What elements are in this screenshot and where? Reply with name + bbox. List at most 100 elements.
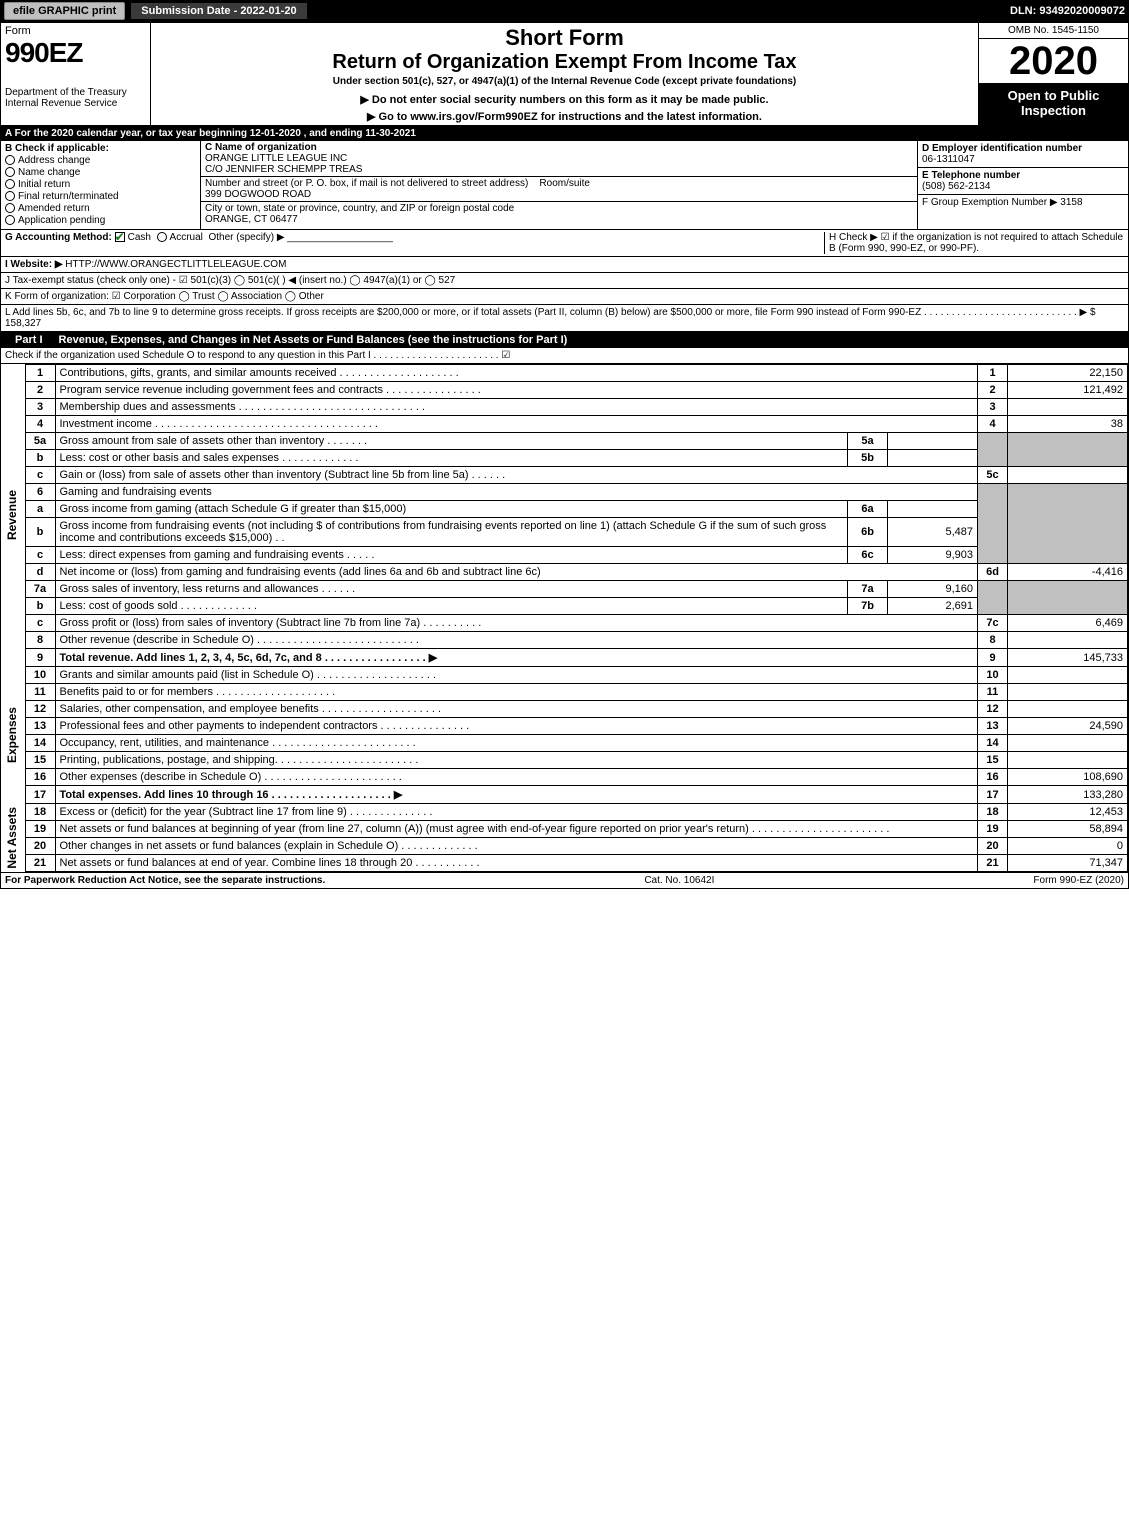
cash-checkbox[interactable] (115, 232, 125, 242)
chk-amended[interactable]: Amended return (5, 203, 196, 214)
form-number: 990EZ (5, 37, 146, 69)
do-not-enter: ▶ Do not enter social security numbers o… (157, 93, 972, 106)
dln-label: DLN: 93492020009072 (1010, 5, 1125, 17)
h-block: H Check ▶ ☑ if the organization is not r… (824, 232, 1124, 254)
line-8: 8Other revenue (describe in Schedule O) … (1, 632, 1128, 649)
line-6d: dNet income or (loss) from gaming and fu… (1, 564, 1128, 581)
goto-link[interactable]: ▶ Go to www.irs.gov/Form990EZ for instru… (157, 110, 972, 123)
org-addr: 399 DOGWOOD ROAD (205, 189, 311, 200)
line-4: 4Investment income . . . . . . . . . . .… (1, 416, 1128, 433)
line-12: 12Salaries, other compensation, and empl… (1, 701, 1128, 718)
tax-year: 2020 (979, 39, 1128, 84)
line-18: Net Assets 18Excess or (deficit) for the… (1, 804, 1128, 821)
e-label: E Telephone number (922, 170, 1020, 181)
org-name: ORANGE LITTLE LEAGUE INC (205, 153, 347, 164)
city-block: City or town, state or province, country… (201, 202, 917, 226)
accrual-label: Accrual (170, 232, 203, 243)
top-bar: efile GRAPHIC print Submission Date - 20… (0, 0, 1129, 22)
website-link[interactable]: HTTP://WWW.ORANGECTLITTLELEAGUE.COM (65, 259, 286, 270)
j-line: J Tax-exempt status (check only one) - ☑… (1, 273, 1128, 289)
ein-block: D Employer identification number 06-1311… (918, 141, 1128, 168)
submission-date: Submission Date - 2022-01-20 (131, 3, 306, 19)
part1-bar: Part I Revenue, Expenses, and Changes in… (1, 332, 1128, 348)
line-3: 3Membership dues and assessments . . . .… (1, 399, 1128, 416)
phone-block: E Telephone number (508) 562-2134 (918, 168, 1128, 195)
group-block: F Group Exemption Number ▶ 3158 (918, 195, 1128, 210)
chk-name[interactable]: Name change (5, 167, 196, 178)
line-6c: cLess: direct expenses from gaming and f… (1, 547, 1128, 564)
footer: For Paperwork Reduction Act Notice, see … (1, 872, 1128, 888)
efile-print-button[interactable]: efile GRAPHIC print (4, 2, 125, 20)
check-applicable: B Check if applicable: Address change Na… (1, 141, 201, 229)
line-19: 19Net assets or fund balances at beginni… (1, 821, 1128, 838)
room-label: Room/suite (539, 178, 590, 189)
line-2: 2Program service revenue including gover… (1, 382, 1128, 399)
lines-table: Revenue 1Contributions, gifts, grants, a… (1, 364, 1128, 872)
line-9: 9Total revenue. Add lines 1, 2, 3, 4, 5c… (1, 649, 1128, 667)
line-7b: bLess: cost of goods sold . . . . . . . … (1, 598, 1128, 615)
org-co: C/O JENNIFER SCHEMPP TREAS (205, 164, 362, 175)
other-label: Other (specify) ▶ (208, 232, 284, 243)
org-name-col: C Name of organization ORANGE LITTLE LEA… (201, 141, 918, 229)
chk-pending[interactable]: Application pending (5, 215, 196, 226)
line-14: 14Occupancy, rent, utilities, and mainte… (1, 735, 1128, 752)
footer-right: Form 990-EZ (2020) (1033, 875, 1124, 886)
c-label: C Name of organization (205, 142, 317, 153)
line-1: Revenue 1Contributions, gifts, grants, a… (1, 365, 1128, 382)
chk-initial[interactable]: Initial return (5, 179, 196, 190)
i-label: I Website: ▶ (5, 259, 63, 270)
line-17: 17Total expenses. Add lines 10 through 1… (1, 786, 1128, 804)
addr-label: Number and street (or P. O. box, if mail… (205, 178, 528, 189)
g-label: G Accounting Method: (5, 232, 112, 243)
line-16: 16Other expenses (describe in Schedule O… (1, 769, 1128, 786)
line-10: Expenses 10Grants and similar amounts pa… (1, 667, 1128, 684)
expenses-label: Expenses (5, 707, 19, 763)
line-11: 11Benefits paid to or for members . . . … (1, 684, 1128, 701)
open-public: Open to Public Inspection (979, 84, 1128, 125)
footer-left: For Paperwork Reduction Act Notice, see … (5, 875, 325, 886)
line-6a: aGross income from gaming (attach Schedu… (1, 501, 1128, 518)
chk-final[interactable]: Final return/terminated (5, 191, 196, 202)
right-info-col: D Employer identification number 06-1311… (918, 141, 1128, 229)
city-label: City or town, state or province, country… (205, 203, 514, 214)
addr-block: Number and street (or P. O. box, if mail… (201, 177, 917, 202)
form-label: Form (5, 25, 146, 37)
netassets-label: Net Assets (5, 807, 19, 869)
website-line: I Website: ▶ HTTP://WWW.ORANGECTLITTLELE… (1, 257, 1128, 273)
c-name-block: C Name of organization ORANGE LITTLE LEA… (201, 141, 917, 177)
line-6: 6Gaming and fundraising events (1, 484, 1128, 501)
org-block: B Check if applicable: Address change Na… (1, 141, 1128, 230)
d-label: D Employer identification number (922, 143, 1082, 154)
header-right: OMB No. 1545-1150 2020 Open to Public In… (978, 23, 1128, 125)
period-strip: A For the 2020 calendar year, or tax yea… (1, 126, 1128, 141)
line-20: 20Other changes in net assets or fund ba… (1, 838, 1128, 855)
under-section: Under section 501(c), 527, or 4947(a)(1)… (157, 76, 972, 87)
form-header: Form 990EZ Department of the Treasury In… (1, 23, 1128, 126)
short-form-title: Short Form (157, 25, 972, 51)
cash-label: Cash (128, 232, 151, 243)
phone-value: (508) 562-2134 (922, 181, 990, 192)
check-title: B Check if applicable: (5, 143, 109, 154)
line-15: 15Printing, publications, postage, and s… (1, 752, 1128, 769)
chk-address[interactable]: Address change (5, 155, 196, 166)
part1-heading: Revenue, Expenses, and Changes in Net As… (59, 334, 568, 346)
f-label: F Group Exemption Number ▶ 3158 (922, 197, 1083, 208)
line-21: 21Net assets or fund balances at end of … (1, 855, 1128, 872)
line-5a: 5aGross amount from sale of assets other… (1, 433, 1128, 450)
footer-mid: Cat. No. 10642I (644, 875, 714, 886)
org-city: ORANGE, CT 06477 (205, 214, 298, 225)
department-label: Department of the Treasury Internal Reve… (5, 87, 146, 109)
misc-g-h: G Accounting Method: Cash Accrual Other … (1, 230, 1128, 257)
line-5b: bLess: cost or other basis and sales exp… (1, 450, 1128, 467)
ein-value: 06-1311047 (922, 154, 975, 165)
omb-number: OMB No. 1545-1150 (979, 23, 1128, 39)
line-6b: bGross income from fundraising events (n… (1, 518, 1128, 547)
accrual-radio[interactable] (157, 232, 167, 242)
l-line: L Add lines 5b, 6c, and 7b to line 9 to … (1, 305, 1128, 332)
part1-tag: Part I (7, 334, 51, 346)
line-7a: 7aGross sales of inventory, less returns… (1, 581, 1128, 598)
header-mid: Short Form Return of Organization Exempt… (151, 23, 978, 125)
line-13: 13Professional fees and other payments t… (1, 718, 1128, 735)
k-line: K Form of organization: ☑ Corporation ◯ … (1, 289, 1128, 305)
line-7c: cGross profit or (loss) from sales of in… (1, 615, 1128, 632)
